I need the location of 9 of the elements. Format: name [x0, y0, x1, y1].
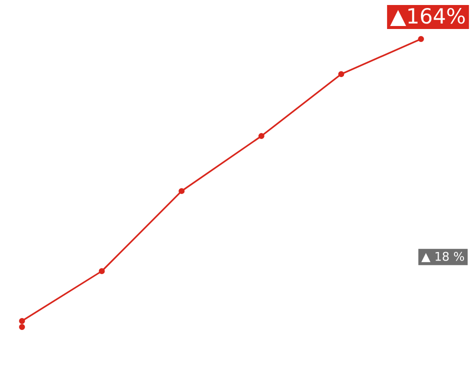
text: ▲164%	[390, 8, 465, 26]
point	[19, 318, 25, 324]
point	[418, 36, 424, 42]
point	[19, 324, 25, 330]
annotation: ▲ 18 %	[421, 252, 464, 262]
point	[98, 268, 105, 274]
point	[338, 71, 344, 78]
point	[178, 188, 185, 194]
point	[258, 133, 264, 140]
